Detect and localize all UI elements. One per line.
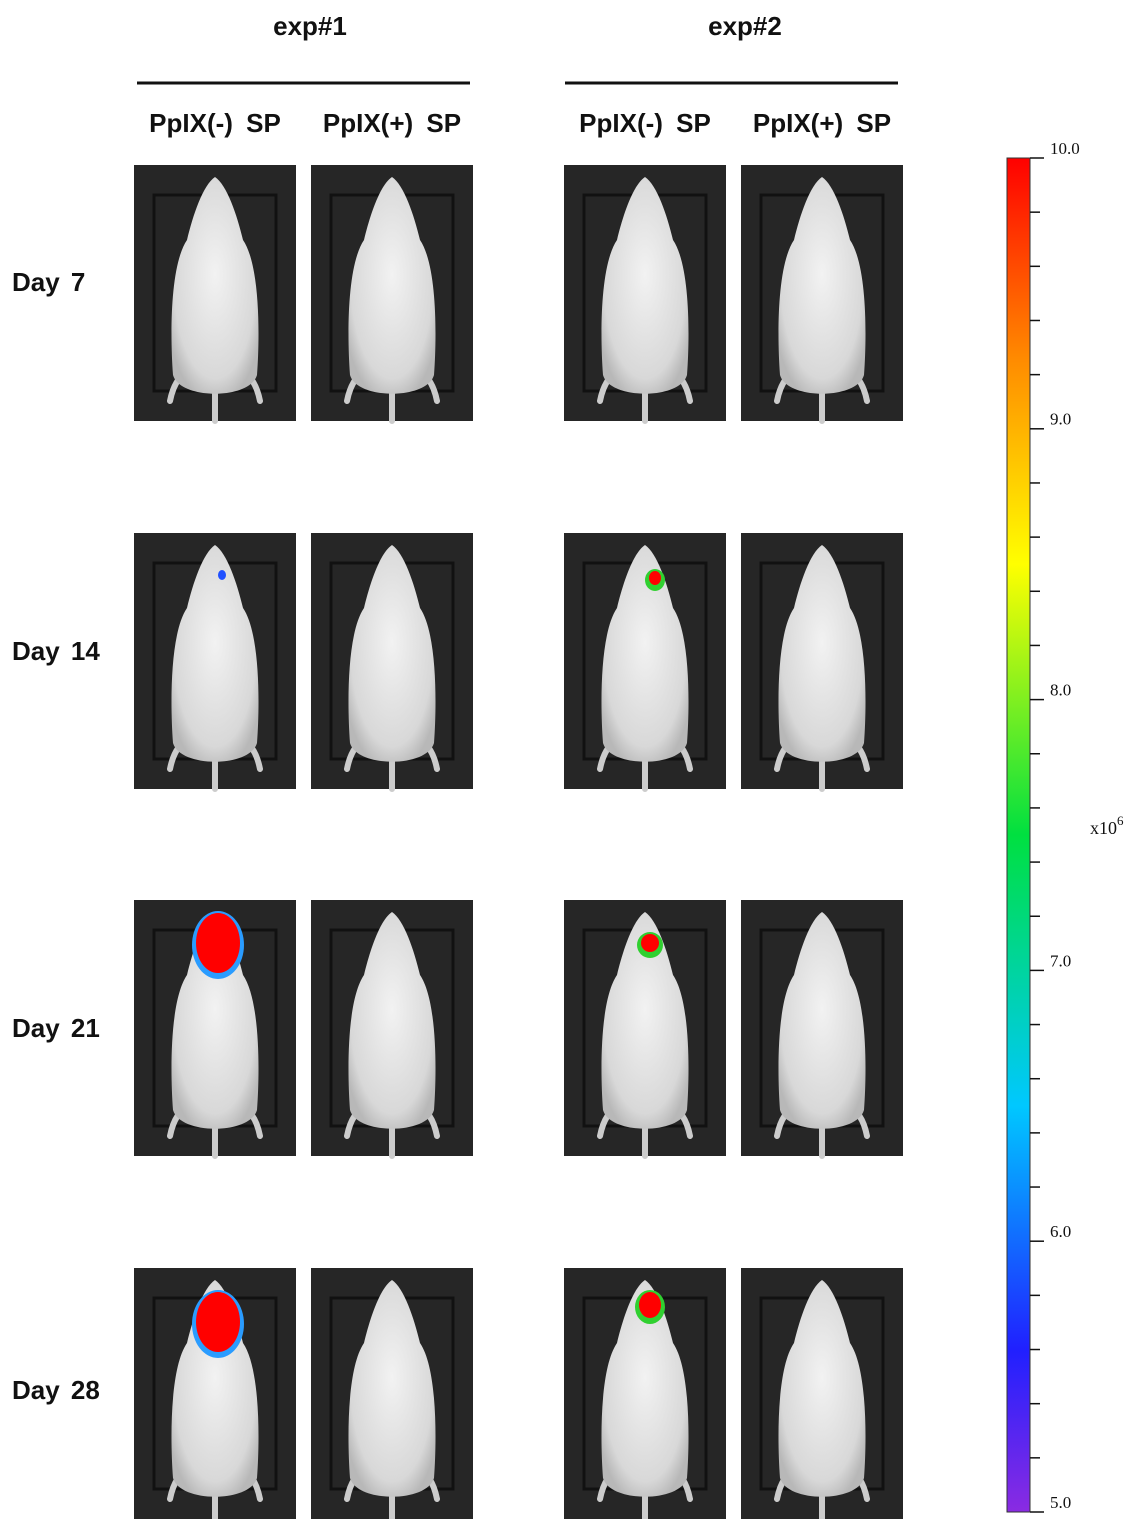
mouse-image <box>311 533 473 789</box>
column-label: PpIX(-) SP <box>149 108 281 138</box>
colorbar <box>1007 158 1030 1512</box>
mouse-image <box>311 900 473 1156</box>
row-label: Day 21 <box>12 1013 100 1043</box>
mouse-image <box>564 165 726 421</box>
column-label: PpIX(-) SP <box>579 108 711 138</box>
column-label: PpIX(+) SP <box>323 108 461 138</box>
colorbar-tick-label: 5.0 <box>1050 1493 1071 1512</box>
mouse-image <box>134 900 296 1156</box>
row-label: Day 14 <box>12 636 100 666</box>
mouse-image <box>564 900 726 1156</box>
mouse-image <box>311 165 473 421</box>
figure: exp#1 PpIX(-) SP PpIX(+) SP exp#2 PpIX(-) SP… <box>0 0 1140 1519</box>
group-title: exp#2 <box>708 11 782 41</box>
group-title: exp#1 <box>273 11 347 41</box>
colorbar-tick-label: 8.0 <box>1050 681 1071 700</box>
colorbar-tick-label: 6.0 <box>1050 1222 1071 1241</box>
mouse-image <box>134 533 296 789</box>
unit-base: x10 <box>1090 818 1117 838</box>
signal <box>641 934 659 952</box>
row-label: Day 28 <box>12 1375 100 1405</box>
column-label: PpIX(+) SP <box>753 108 891 138</box>
row-label: Day 7 <box>12 267 85 297</box>
unit-exponent: 6 <box>1117 813 1124 828</box>
mouse-image <box>564 1268 726 1519</box>
mouse-image <box>311 1268 473 1519</box>
mouse-image <box>134 165 296 421</box>
mouse-image <box>741 533 903 789</box>
colorbar-tick-label: 10.0 <box>1050 139 1080 158</box>
colorbar-tick-label: 7.0 <box>1050 951 1071 970</box>
mouse-image <box>741 1268 903 1519</box>
signal <box>649 571 661 585</box>
signal <box>196 1292 240 1352</box>
colorbar-tick-label: 9.0 <box>1050 410 1071 429</box>
signal <box>196 913 240 973</box>
mouse-image <box>564 533 726 789</box>
signal <box>639 1292 661 1318</box>
mouse-image <box>741 900 903 1156</box>
mouse-image <box>134 1268 296 1519</box>
signal <box>218 570 226 580</box>
colorbar-unit: x106 <box>1090 813 1124 838</box>
mouse-image <box>741 165 903 421</box>
